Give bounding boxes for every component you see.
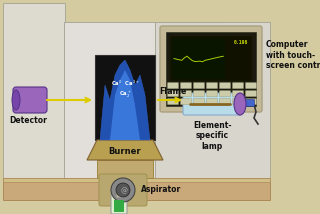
Polygon shape <box>100 60 150 140</box>
Circle shape <box>116 183 130 197</box>
FancyBboxPatch shape <box>3 178 270 200</box>
FancyBboxPatch shape <box>242 100 254 107</box>
FancyBboxPatch shape <box>233 99 244 105</box>
FancyBboxPatch shape <box>194 91 204 97</box>
Text: Burner: Burner <box>109 147 141 156</box>
FancyBboxPatch shape <box>180 91 191 97</box>
Text: Detector: Detector <box>9 116 47 125</box>
FancyBboxPatch shape <box>206 91 218 97</box>
FancyBboxPatch shape <box>180 83 191 89</box>
FancyBboxPatch shape <box>64 22 225 181</box>
Ellipse shape <box>234 93 246 115</box>
Circle shape <box>111 178 135 202</box>
Polygon shape <box>87 140 163 160</box>
FancyBboxPatch shape <box>194 99 204 105</box>
Text: 0.196: 0.196 <box>234 40 248 45</box>
FancyBboxPatch shape <box>166 32 256 106</box>
Text: Flame: Flame <box>159 87 186 96</box>
Text: Ca$_2^+$: Ca$_2^+$ <box>118 90 132 100</box>
Text: Element-
specific
lamp: Element- specific lamp <box>193 121 232 151</box>
FancyBboxPatch shape <box>220 91 230 97</box>
FancyBboxPatch shape <box>245 83 257 89</box>
FancyBboxPatch shape <box>233 91 244 97</box>
FancyBboxPatch shape <box>167 91 179 97</box>
FancyBboxPatch shape <box>13 87 47 113</box>
FancyBboxPatch shape <box>3 178 270 182</box>
FancyBboxPatch shape <box>194 83 204 89</box>
FancyBboxPatch shape <box>99 174 147 206</box>
FancyBboxPatch shape <box>172 38 225 79</box>
FancyBboxPatch shape <box>167 99 179 105</box>
Text: @: @ <box>121 188 127 194</box>
FancyBboxPatch shape <box>167 83 179 89</box>
FancyBboxPatch shape <box>3 3 65 181</box>
FancyBboxPatch shape <box>206 83 218 89</box>
FancyBboxPatch shape <box>97 160 153 178</box>
Text: Ca$^0$  Ca$^{2+}$: Ca$^0$ Ca$^{2+}$ <box>111 78 140 88</box>
FancyBboxPatch shape <box>116 193 122 197</box>
FancyBboxPatch shape <box>245 99 257 105</box>
FancyBboxPatch shape <box>220 99 230 105</box>
FancyBboxPatch shape <box>180 99 191 105</box>
FancyBboxPatch shape <box>183 93 242 115</box>
FancyBboxPatch shape <box>245 91 257 97</box>
Text: Aspirator: Aspirator <box>141 186 181 195</box>
FancyBboxPatch shape <box>114 200 124 212</box>
FancyBboxPatch shape <box>220 83 230 89</box>
FancyBboxPatch shape <box>160 26 262 112</box>
FancyBboxPatch shape <box>170 36 252 81</box>
Ellipse shape <box>12 90 20 110</box>
FancyBboxPatch shape <box>95 55 155 140</box>
FancyBboxPatch shape <box>233 83 244 89</box>
FancyBboxPatch shape <box>206 99 218 105</box>
FancyBboxPatch shape <box>111 194 127 214</box>
Text: Computer
with touch-
screen control: Computer with touch- screen control <box>266 40 320 70</box>
FancyBboxPatch shape <box>155 22 270 181</box>
Polygon shape <box>110 70 140 140</box>
